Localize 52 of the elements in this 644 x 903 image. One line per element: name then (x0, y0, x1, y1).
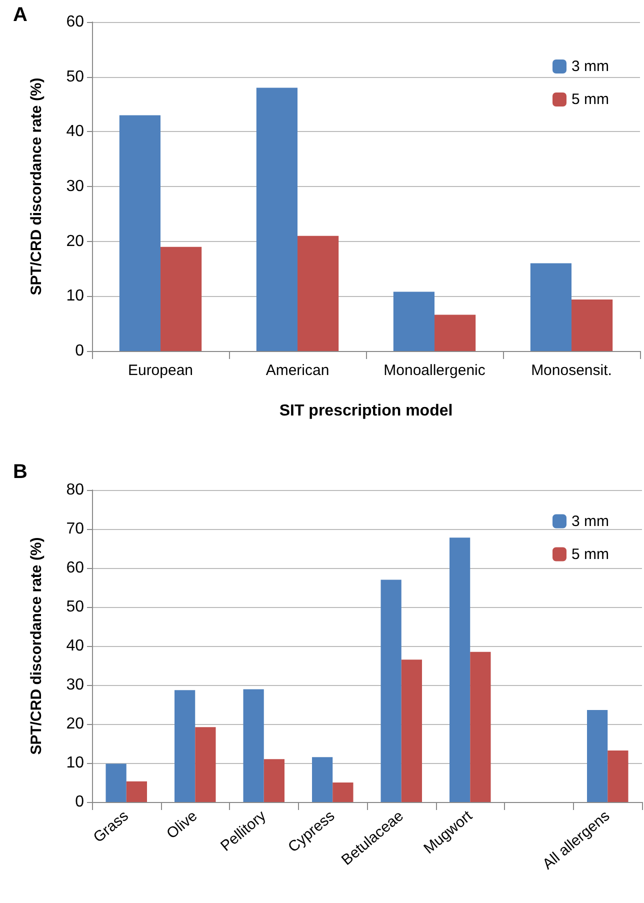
y-tick-label: 40 (66, 123, 84, 140)
bar (401, 660, 422, 802)
legend-label: 3 mm (572, 512, 609, 530)
y-axis-title: SPT/CRD discordance rate (%) (28, 78, 45, 296)
chart-title: B (13, 461, 28, 483)
legend-label: 5 mm (572, 546, 609, 563)
y-tick-label: 30 (66, 676, 84, 694)
legend-label: 5 mm (572, 91, 609, 108)
y-tick-label: 20 (66, 232, 84, 250)
x-tick-label: Monosensit. (531, 362, 612, 379)
x-tick-label: American (266, 362, 330, 379)
bar (243, 689, 264, 802)
y-tick-label: 40 (66, 638, 84, 654)
bar (530, 263, 572, 351)
y-tick-label: 0 (75, 794, 84, 810)
bar (174, 690, 196, 802)
x-tick-label: Monoallergenic (384, 362, 486, 379)
bar (587, 710, 608, 802)
bar (195, 727, 216, 802)
bar (332, 782, 354, 802)
y-tick-label: 0 (75, 342, 84, 360)
legend-label: 3 mm (572, 58, 609, 75)
bar (126, 781, 147, 802)
bar (393, 292, 434, 351)
y-tick-label: 60 (66, 560, 84, 576)
y-tick-label: 30 (66, 178, 84, 195)
bar (312, 757, 333, 802)
y-tick-label: 50 (66, 598, 84, 616)
y-tick-label: 20 (66, 716, 84, 732)
y-tick-label: 60 (66, 14, 84, 30)
bar (256, 88, 298, 351)
bar (572, 299, 613, 351)
x-axis-title: SIT prescription model (279, 402, 453, 420)
bar (450, 538, 470, 802)
bar (119, 115, 160, 351)
bar (160, 246, 202, 351)
x-tick-label: Olive (163, 807, 201, 842)
bar (608, 750, 628, 802)
y-axis-title: SPT/CRD discordance rate (%) (28, 537, 45, 755)
bar (434, 314, 476, 351)
y-tick-label: 10 (66, 754, 84, 772)
x-tick-label: European (128, 362, 194, 379)
chart-title: A (13, 4, 28, 26)
y-tick-label: 50 (66, 68, 84, 86)
bar (470, 652, 491, 802)
bar (380, 580, 402, 802)
y-tick-label: 10 (66, 288, 84, 305)
bar (264, 759, 284, 802)
bar (106, 764, 126, 802)
bar (298, 236, 339, 351)
y-tick-label: 80 (66, 482, 84, 498)
y-tick-label: 70 (66, 520, 84, 538)
